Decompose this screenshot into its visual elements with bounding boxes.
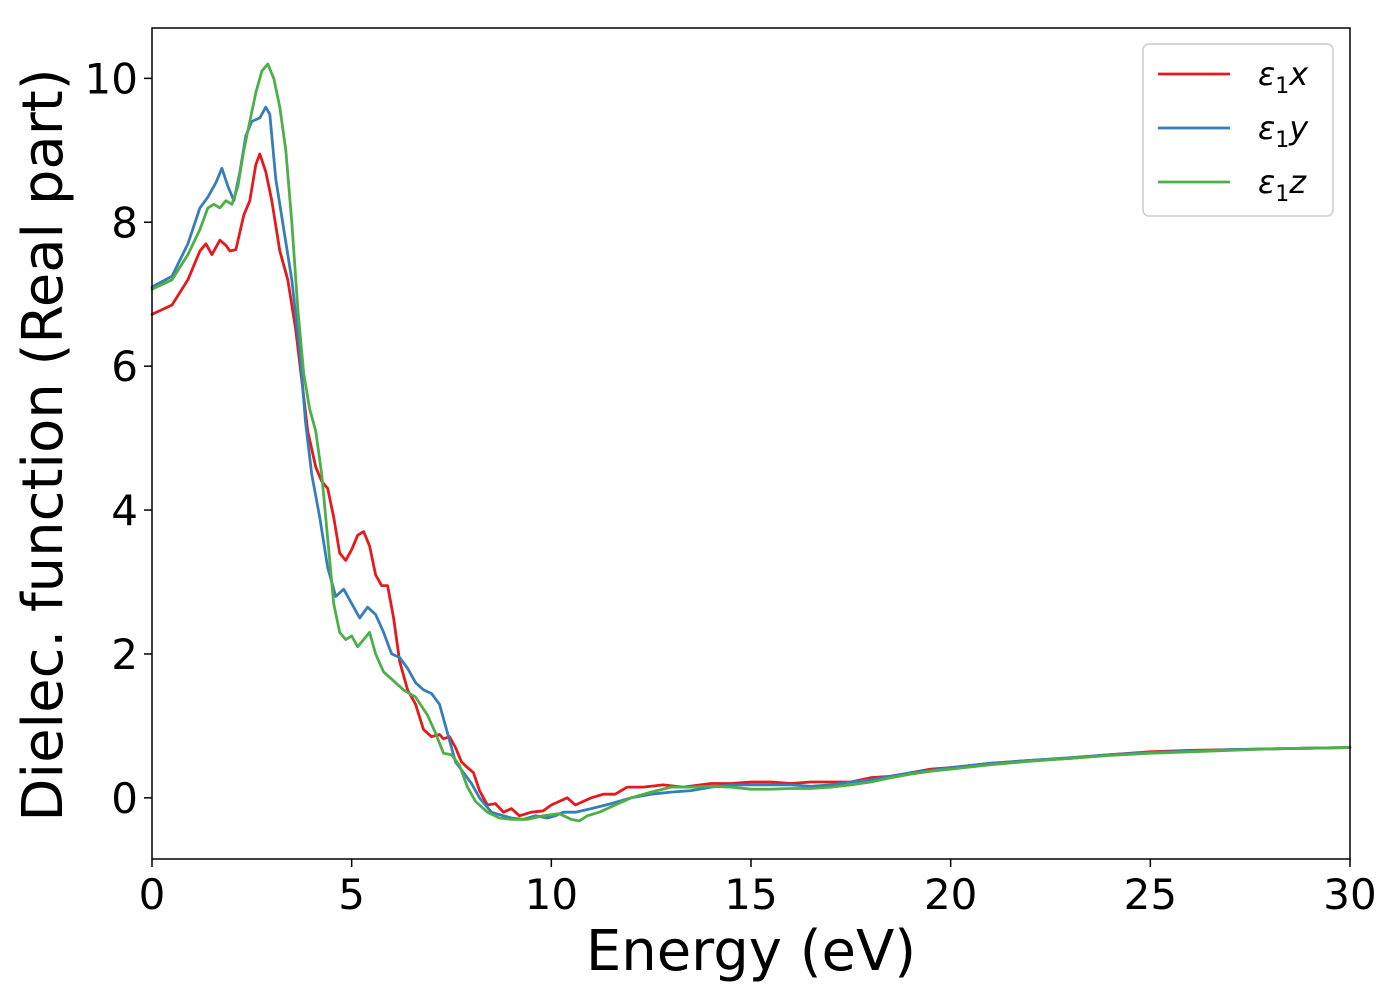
y-axis: 0 2 4 6 8 10 <box>85 54 152 823</box>
legend-entries: ε1x ε1y ε1z <box>1158 55 1309 207</box>
x-tick-label: 30 <box>1323 870 1376 919</box>
legend-frame <box>1142 43 1334 217</box>
y-tick-label: 4 <box>111 486 138 535</box>
y-tick-label: 6 <box>111 342 138 391</box>
x-axis-title: Energy (eV) <box>586 919 916 984</box>
x-tick-label: 5 <box>338 870 365 919</box>
legend: ε1x ε1y ε1z <box>1142 43 1334 217</box>
x-tick-label: 25 <box>1124 870 1177 919</box>
series-line-z <box>150 62 1352 823</box>
series-line-y <box>150 105 1352 821</box>
legend-label-x: ε1x <box>1258 55 1309 99</box>
y-axis-title: Dielec. function (Real part) <box>11 68 76 821</box>
x-tick-label: 20 <box>924 870 977 919</box>
series-layer <box>150 62 1352 823</box>
x-tick-label: 0 <box>139 870 166 919</box>
y-tick-label: 8 <box>111 198 138 247</box>
legend-label-z: ε1z <box>1258 163 1307 207</box>
y-tick-label: 10 <box>85 54 138 103</box>
x-axis: 0 5 10 15 20 25 30 <box>139 859 1377 919</box>
x-tick-label: 15 <box>724 870 777 919</box>
legend-label-y: ε1y <box>1258 109 1309 153</box>
x-tick-label: 10 <box>525 870 578 919</box>
y-tick-label: 2 <box>111 630 138 679</box>
y-tick-label: 0 <box>111 774 138 823</box>
